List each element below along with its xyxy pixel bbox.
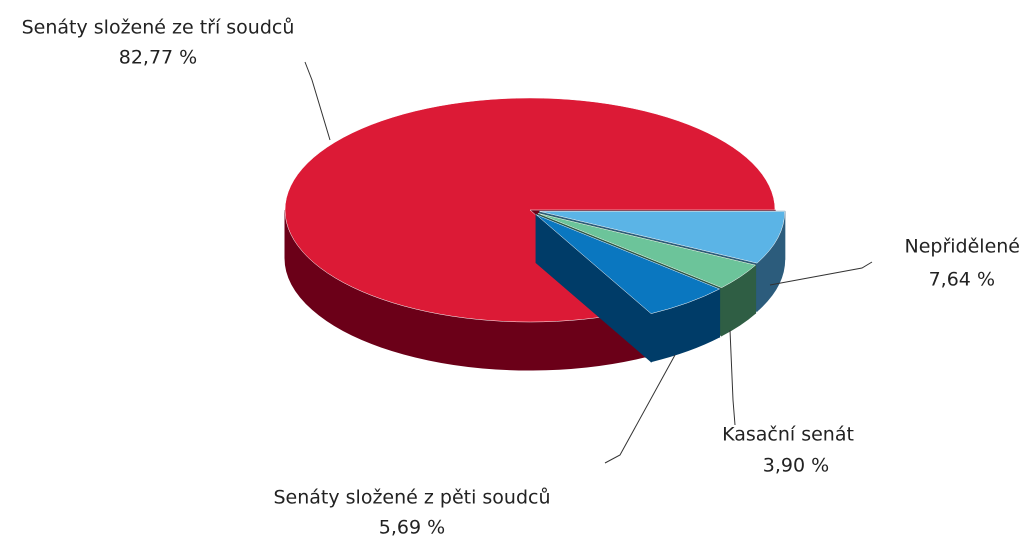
slice-label: Nepřidělené [904, 236, 1020, 258]
value-label: 5,69 % [379, 517, 445, 539]
slice-label: Senáty složené z pěti soudců [273, 487, 550, 509]
leader-line [604, 354, 676, 464]
leader-line [769, 261, 873, 286]
pie [284, 97, 786, 371]
slice [284, 97, 776, 323]
value-label: 7,64 % [929, 269, 995, 291]
leader-line [304, 61, 331, 141]
slice-label: Kasační senát [722, 424, 854, 446]
slice-label: Senáty složené ze tří soudců [22, 17, 295, 39]
value-label: 3,90 % [763, 455, 829, 477]
slice [536, 214, 721, 314]
leader-line [729, 329, 736, 426]
slice [539, 211, 785, 264]
slice [538, 213, 757, 288]
value-label: 82,77 % [119, 47, 198, 69]
